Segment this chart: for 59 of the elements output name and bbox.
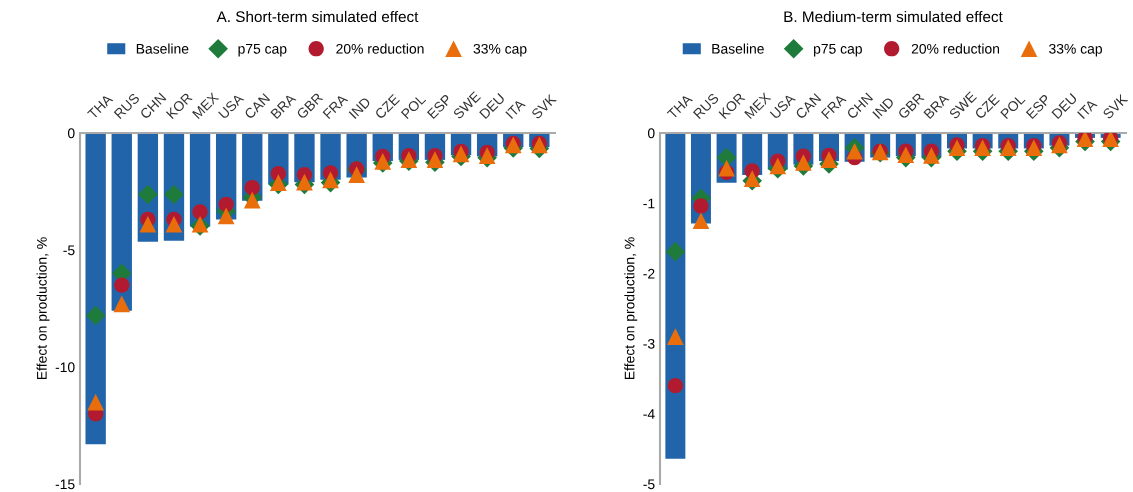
legend-label: p75 cap — [813, 44, 862, 57]
x-tick-label: IND — [872, 96, 895, 119]
x-tick-label: IND — [348, 96, 372, 119]
x-tick-label: USA — [218, 92, 245, 120]
point — [795, 154, 812, 171]
x-tick-label: FRA — [322, 93, 349, 120]
point — [138, 184, 158, 205]
y-tick-label: -4 — [643, 409, 655, 419]
x-tick-label: THA — [666, 93, 693, 120]
point — [114, 277, 130, 293]
y-tick-label: -5 — [63, 245, 75, 256]
legend-label: 20% reduction — [336, 43, 424, 54]
point — [87, 393, 104, 411]
y-tick-label: -10 — [55, 362, 75, 373]
x-tick-label: THA — [87, 93, 114, 120]
point — [820, 151, 838, 169]
x-tick-label: BRA — [270, 92, 297, 120]
point — [165, 215, 183, 233]
point — [718, 159, 735, 177]
point — [85, 305, 106, 326]
point — [244, 179, 260, 196]
legend-label: p75 cap — [238, 44, 287, 57]
point — [164, 184, 184, 205]
y-tick-label: -5 — [643, 479, 655, 490]
point — [192, 204, 208, 220]
point — [692, 212, 710, 230]
point — [139, 215, 157, 233]
chart-title: A. Short-term simulated effect — [216, 10, 419, 23]
y-tick-label: -15 — [55, 479, 75, 490]
y-axis-title: Effect on production, % — [624, 237, 638, 380]
chart-title: B. Medium-term simulated effect — [784, 10, 1003, 23]
legend-label: 20% reduction — [911, 43, 1000, 54]
point — [113, 295, 131, 313]
legend-label: 33% cap — [473, 43, 527, 57]
point — [948, 139, 966, 157]
point — [665, 241, 686, 262]
legend-label: 33% cap — [1049, 43, 1102, 57]
point — [348, 166, 365, 183]
x-tick-label: FRA — [821, 93, 847, 120]
point — [667, 328, 684, 345]
point — [667, 378, 683, 394]
y-tick-label: 0 — [647, 128, 655, 139]
x-tick-label: POL — [1000, 93, 1026, 120]
x-tick-label: USA — [769, 92, 797, 120]
x-tick-label: BRA — [923, 92, 950, 120]
x-tick-label: POL — [400, 93, 427, 120]
point — [693, 198, 709, 214]
x-tick-label: ITA — [505, 98, 526, 119]
legend-label: Baseline — [136, 43, 189, 54]
y-tick-label: -1 — [643, 198, 655, 209]
y-axis-title: Effect on production, % — [36, 237, 50, 380]
y-tick-label: -2 — [643, 268, 655, 279]
legend-label: Baseline — [712, 43, 764, 54]
point — [218, 196, 234, 213]
y-tick-label: 0 — [67, 128, 75, 139]
y-tick-label: -3 — [643, 338, 655, 349]
point — [322, 171, 339, 189]
point — [217, 207, 235, 225]
x-tick-label: ITA — [1077, 98, 1098, 119]
